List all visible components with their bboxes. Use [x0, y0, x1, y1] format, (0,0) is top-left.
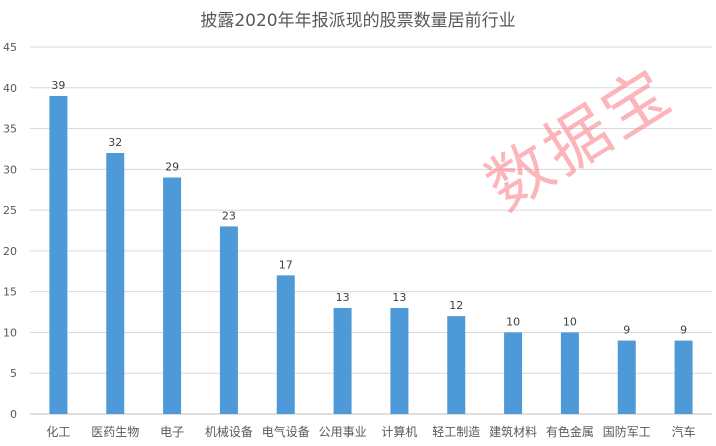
- data-label: 29: [165, 160, 179, 173]
- bar: [504, 332, 523, 414]
- data-label: 39: [51, 79, 65, 92]
- data-label: 10: [563, 315, 577, 328]
- bar: [276, 275, 295, 414]
- y-tick-label: 30: [3, 163, 17, 176]
- bar: [163, 177, 182, 414]
- y-tick-label: 40: [3, 82, 17, 95]
- x-tick-label: 公用事业: [319, 425, 367, 439]
- y-tick-label: 45: [3, 41, 17, 54]
- data-label: 9: [623, 324, 630, 337]
- bar: [674, 340, 693, 414]
- y-tick-label: 10: [3, 326, 17, 339]
- data-label: 10: [506, 315, 520, 328]
- data-label: 9: [680, 324, 687, 337]
- data-label: 23: [222, 209, 236, 222]
- x-tick-label: 国防军工: [603, 424, 651, 439]
- bar: [617, 340, 636, 414]
- y-tick-label: 25: [3, 204, 17, 217]
- x-tick-label: 轻工制造: [432, 425, 480, 439]
- y-tick-label: 20: [3, 245, 17, 258]
- bar: [560, 332, 579, 414]
- x-tick-label: 电子: [160, 425, 184, 439]
- x-tick-label: 电气设备: [262, 424, 310, 439]
- data-label: 13: [336, 291, 350, 304]
- data-label: 17: [279, 258, 293, 271]
- y-tick-label: 15: [3, 286, 17, 299]
- y-tick-label: 35: [3, 123, 17, 136]
- x-tick-label: 计算机: [381, 424, 417, 439]
- data-label: 12: [449, 299, 463, 312]
- x-tick-label: 化工: [46, 425, 70, 439]
- x-tick-label: 有色金属: [546, 424, 594, 439]
- data-label: 32: [108, 136, 122, 149]
- x-tick-label: 机械设备: [205, 424, 253, 439]
- bar: [333, 307, 352, 414]
- bar: [447, 316, 466, 414]
- bar: [106, 153, 125, 414]
- y-tick-label: 5: [10, 367, 17, 380]
- y-tick-label: 0: [10, 408, 17, 421]
- bar: [219, 226, 238, 414]
- bar: [390, 307, 409, 414]
- x-tick-label: 医药生物: [91, 425, 139, 439]
- bar: [49, 95, 68, 414]
- chart-title: 披露2020年年报派现的股票数量居前行业: [200, 11, 516, 31]
- data-label: 13: [392, 291, 406, 304]
- x-tick-label: 汽车: [672, 424, 696, 439]
- x-tick-label: 建筑材料: [489, 424, 537, 439]
